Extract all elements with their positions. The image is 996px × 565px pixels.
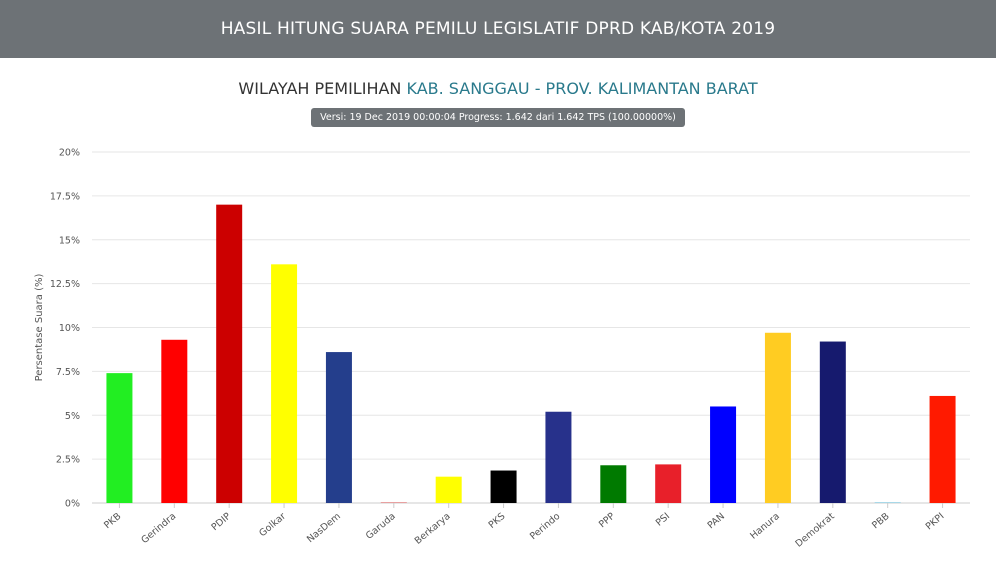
page-title: HASIL HITUNG SUARA PEMILU LEGISLATIF DPR… [220,19,776,39]
x-tick-label: PKB [102,511,123,531]
region-place: KAB. SANGGAU - PROV. KALIMANTAN BARAT [406,79,758,98]
page-header: HASIL HITUNG SUARA PEMILU LEGISLATIF DPR… [0,0,996,58]
bar-pbb [874,502,901,503]
bar-pkb [106,373,133,503]
x-tick-label: PKS [487,511,508,531]
version-wrap: Versi: 19 Dec 2019 00:00:04 Progress: 1.… [0,105,996,127]
bar-berkarya [435,476,462,503]
region-heading: WILAYAH PEMILIHAN KAB. SANGGAU - PROV. K… [0,78,996,100]
bar-pdip [216,204,243,503]
x-tick-label: PKPI [924,511,947,533]
bar-pks [490,470,517,503]
x-tick-label: Golkar [257,511,288,539]
x-tick-label: Perindo [528,511,563,542]
y-tick-label: 2.5% [56,455,80,466]
vote-bar-chart: 0% 2.5% 5% 7.5% 10% 12.5% 15% 17.5% 20% Persentas… [34,148,970,550]
bar-pan [710,406,737,503]
bar-demokrat [819,341,846,503]
x-tick-label: NasDem [305,511,343,545]
y-axis-label: Persentase Suara (%) [34,274,45,382]
bar-pkpi [929,395,956,503]
y-tick-label: 0% [65,499,80,510]
y-tick-label: 17.5% [50,191,80,202]
x-tick-label: PBB [870,511,891,531]
region-prefix: WILAYAH PEMILIHAN [238,79,402,98]
x-tick-label: PDIP [210,511,234,533]
x-tick-label: PPP [597,511,617,531]
x-tick-label: Hanura [748,511,782,542]
x-tick-label: Demokrat [794,511,837,550]
x-tick-label: PSI [654,511,672,529]
y-tick-label: 5% [65,411,80,422]
x-tick-label: Garuda [364,511,398,542]
bar-hanura [764,332,791,503]
bar-nasdem [325,352,352,503]
bar-gerindra [161,339,188,503]
y-tick-label: 20% [59,148,80,159]
bar-golkar [271,264,298,503]
y-tick-label: 10% [59,323,80,334]
bar-garuda [380,502,407,503]
x-tick-label: Berkarya [413,511,453,547]
bar-perindo [545,411,572,503]
y-tick-label: 15% [59,235,80,246]
bar-psi [655,464,682,503]
bar-ppp [600,465,627,503]
y-tick-label: 7.5% [56,367,80,378]
y-tick-label: 12.5% [50,279,80,290]
x-tick-label: PAN [706,511,727,531]
version-badge: Versi: 19 Dec 2019 00:00:04 Progress: 1.… [311,108,685,127]
x-tick-label: Gerindra [139,511,178,546]
